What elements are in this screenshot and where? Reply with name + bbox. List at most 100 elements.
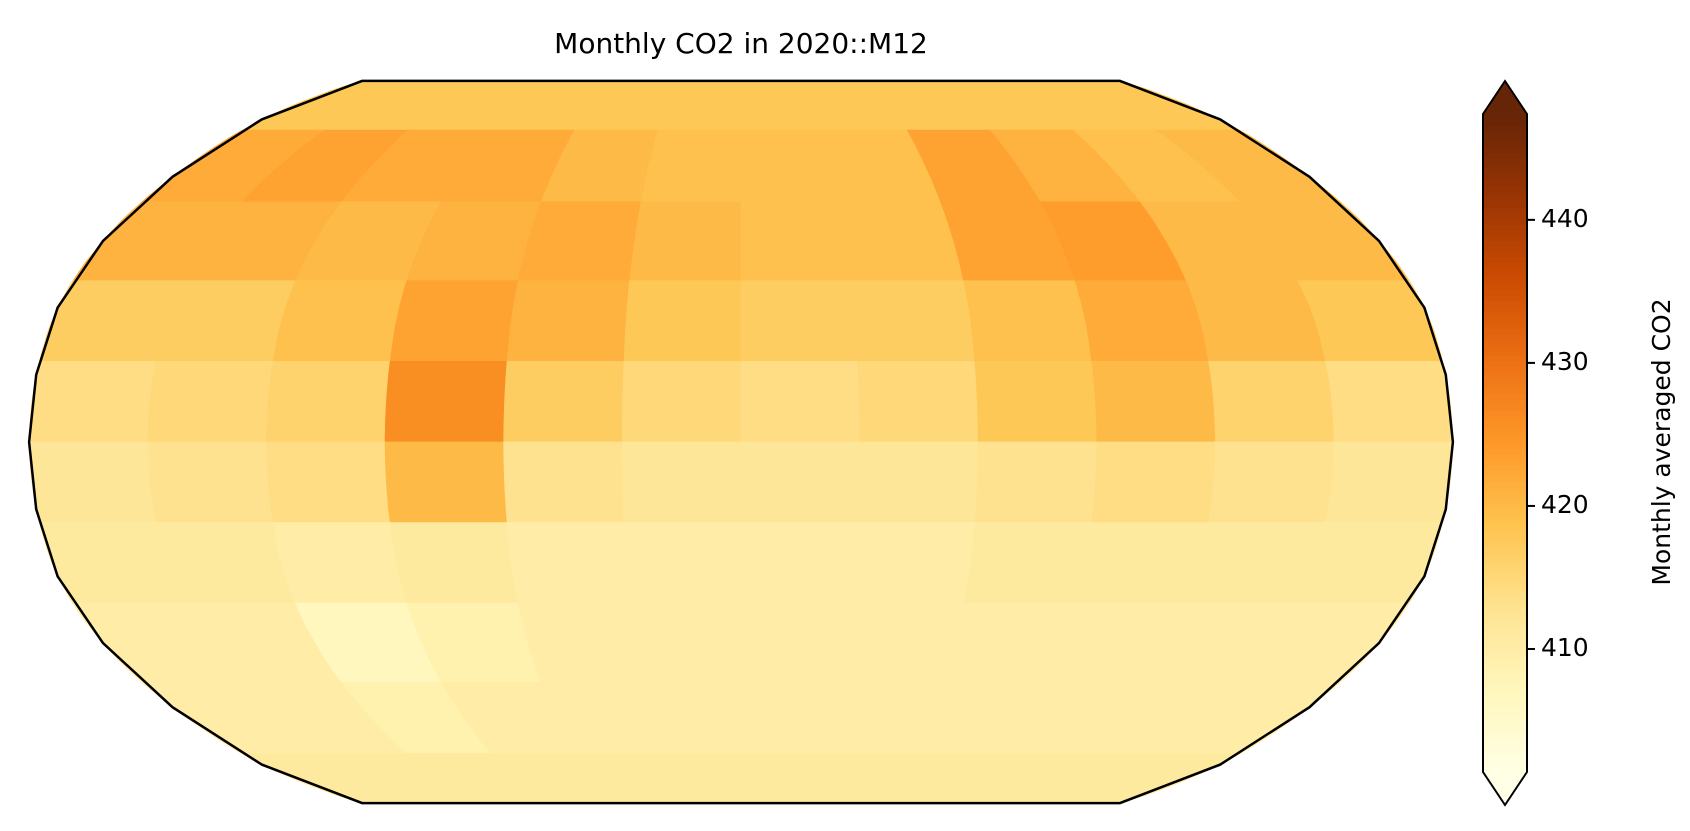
colorbar-segment xyxy=(1483,273,1527,280)
grid-cell xyxy=(272,280,408,362)
colorbar-segment xyxy=(1483,289,1527,296)
colorbar-segment xyxy=(1483,371,1527,378)
colorbar-segment xyxy=(1483,327,1527,334)
colorbar-segment xyxy=(1483,141,1527,148)
colorbar-segment xyxy=(1483,311,1527,318)
colorbar-segment xyxy=(1483,607,1527,614)
colorbar-segment xyxy=(1483,119,1527,126)
colorbar-segment xyxy=(1483,349,1527,356)
colorbar-segment xyxy=(1483,547,1527,554)
grid-cell xyxy=(851,280,976,362)
grid-cell xyxy=(389,522,519,604)
colorbar-segment xyxy=(1483,267,1527,274)
colorbar-segment xyxy=(1483,519,1527,526)
grid-cell xyxy=(740,602,853,683)
colorbar-segment xyxy=(1483,711,1527,718)
colorbar: 410 420 430 440 xyxy=(1482,79,1589,807)
grid-cell xyxy=(1208,360,1335,443)
colorbar-segment xyxy=(1483,761,1527,768)
map-grid xyxy=(28,80,1454,804)
colorbar-segment xyxy=(1483,437,1527,444)
colorbar-segment xyxy=(1483,591,1527,598)
colorbar-segment xyxy=(1483,470,1527,477)
grid-cell xyxy=(1091,360,1217,443)
grid-cell xyxy=(640,681,742,755)
colorbar-segment xyxy=(1483,130,1527,137)
grid-cell xyxy=(623,280,742,362)
colorbar-segment xyxy=(1483,662,1527,669)
colorbar-segment xyxy=(1483,733,1527,740)
grid-cell xyxy=(147,441,274,523)
colorbar-segment xyxy=(1483,174,1527,181)
colorbar-segment xyxy=(1483,503,1527,510)
colorbar-segment xyxy=(1483,486,1527,493)
colorbar-segment xyxy=(1483,640,1527,647)
grid-cell xyxy=(740,280,859,362)
grid-cell xyxy=(740,441,860,523)
colorbar-segment xyxy=(1483,563,1527,570)
grid-cell xyxy=(622,441,742,523)
colorbar-segment xyxy=(1483,256,1527,263)
colorbar-segment xyxy=(1483,432,1527,439)
colorbar-label: Monthly averaged CO2 xyxy=(1647,298,1676,585)
grid-cell xyxy=(1208,441,1335,523)
colorbar-segment xyxy=(1483,525,1527,532)
colorbar-segment xyxy=(1483,163,1527,170)
colorbar-segment xyxy=(1483,629,1527,636)
colorbar-segment xyxy=(1483,497,1527,504)
colorbar-tick-label: 440 xyxy=(1541,204,1589,233)
grid-cell xyxy=(147,360,274,443)
colorbar-segment xyxy=(1483,728,1527,735)
colorbar-segment xyxy=(1483,695,1527,702)
colorbar-segment xyxy=(1483,355,1527,362)
colorbar-outline xyxy=(1482,79,1528,807)
colorbar-segment xyxy=(1483,399,1527,406)
colorbar-segment xyxy=(1483,262,1527,269)
grid-cell xyxy=(740,129,842,203)
colorbar-tick-label: 410 xyxy=(1541,633,1589,662)
grid-cell xyxy=(740,360,860,443)
colorbar-segment xyxy=(1483,168,1527,175)
colorbar-segment xyxy=(1483,229,1527,236)
grid-cell xyxy=(740,201,853,282)
colorbar-segment xyxy=(1483,333,1527,340)
grid-cell xyxy=(1325,360,1454,443)
grid-cell xyxy=(963,522,1093,604)
colorbar-segment xyxy=(1483,717,1527,724)
colorbar-segment xyxy=(1483,114,1527,121)
grid-cell xyxy=(740,681,842,755)
colorbar-segment xyxy=(1483,300,1527,307)
colorbar-segment xyxy=(1483,464,1527,472)
colorbar-segment xyxy=(1483,750,1527,757)
grid-cell xyxy=(623,522,742,604)
map-title: Monthly CO2 in 2020::M12 xyxy=(554,27,928,60)
colorbar-segment xyxy=(1483,558,1527,565)
colorbar-segment xyxy=(1483,530,1527,537)
colorbar-segment xyxy=(1483,645,1527,652)
colorbar-segment xyxy=(1483,453,1527,461)
colorbar-segment xyxy=(1483,689,1527,696)
colorbar-segment xyxy=(1483,602,1527,609)
grid-cell xyxy=(506,522,631,604)
colorbar-segment xyxy=(1483,481,1527,488)
colorbar-segment xyxy=(1483,415,1527,422)
colorbar-segment xyxy=(1483,305,1527,312)
colorbar-segment xyxy=(1483,201,1527,208)
colorbar-segment xyxy=(1483,377,1527,384)
colorbar-segment xyxy=(1483,218,1527,225)
colorbar-segment xyxy=(1483,393,1527,400)
grid-cell xyxy=(503,441,625,523)
colorbar-segment xyxy=(1483,667,1527,674)
map-outline xyxy=(27,79,1455,805)
colorbar-segment xyxy=(1483,623,1527,631)
grid-cell xyxy=(974,441,1098,523)
colorbar-segment xyxy=(1483,152,1527,159)
colorbar-segment xyxy=(1483,580,1527,587)
colorbar-segment xyxy=(1483,678,1527,685)
colorbar-segment xyxy=(1483,700,1527,707)
grid-cell xyxy=(857,360,979,443)
grid-cell xyxy=(517,201,642,282)
grid-cell xyxy=(640,129,742,203)
colorbar-segment xyxy=(1483,552,1527,559)
